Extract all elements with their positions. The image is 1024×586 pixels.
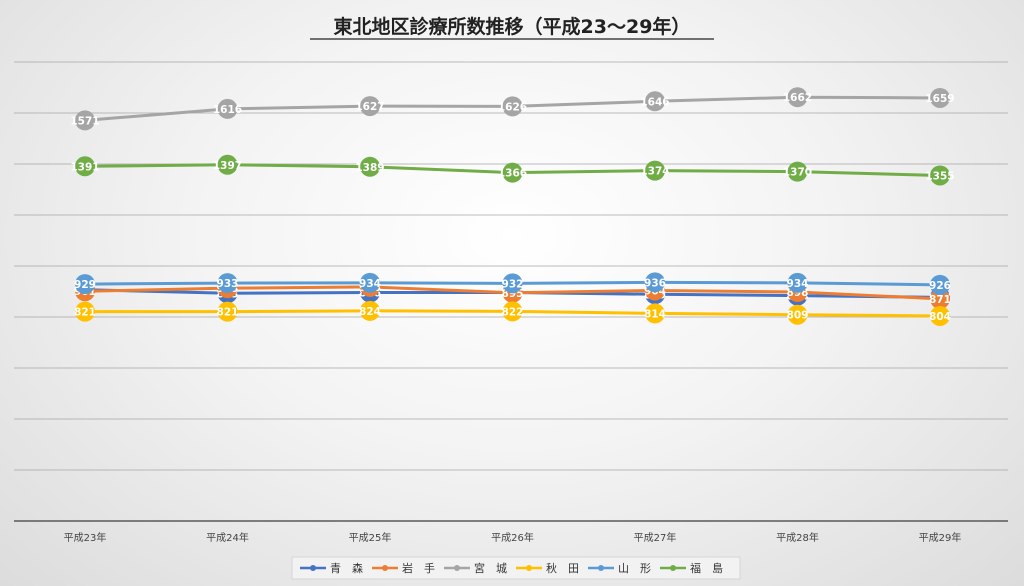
data-label: 809 — [787, 310, 809, 322]
data-label: 1662 — [783, 92, 812, 104]
legend-swatch-marker — [598, 565, 604, 571]
data-point — [930, 288, 950, 309]
legend-item: 福 島 — [660, 561, 723, 575]
data-label: 1366 — [498, 168, 527, 180]
legend-item: 秋 田 — [516, 561, 579, 575]
data-label: 1397 — [213, 160, 242, 172]
x-tick-label: 平成25年 — [349, 531, 392, 544]
data-point — [217, 273, 238, 294]
legend-label: 福 島 — [690, 561, 723, 575]
data-label: 934 — [359, 278, 381, 290]
data-point — [502, 273, 523, 294]
data-label: 934 — [787, 278, 809, 290]
series-group: 1391 1397 1389 1366 1374 1370 1355 — [70, 154, 955, 186]
data-label: 929 — [74, 279, 96, 291]
legend-label: 秋 田 — [546, 561, 579, 575]
series-group: 821 821 824 822 814 809 804 — [74, 300, 951, 326]
data-point — [217, 301, 238, 322]
data-label: 1391 — [70, 161, 99, 173]
data-point — [360, 96, 380, 117]
data-point — [217, 154, 238, 175]
data-point — [360, 156, 380, 177]
data-point — [787, 304, 808, 325]
data-label: 824 — [359, 306, 381, 318]
data-point — [787, 161, 808, 182]
legend-swatch-marker — [454, 565, 460, 571]
data-point — [502, 96, 523, 117]
legend-swatch-marker — [526, 565, 532, 571]
data-label: 932 — [502, 278, 524, 290]
data-label: 936 — [644, 277, 666, 289]
data-point — [645, 160, 665, 181]
data-point — [217, 98, 238, 119]
data-label: 1659 — [925, 93, 954, 105]
legend: 青 森岩 手宮 城秋 田山 形福 島 — [291, 556, 741, 580]
chart-title: 東北地区診療所数推移（平成23～29年） — [334, 15, 691, 38]
data-point — [502, 162, 523, 183]
legend-label: 青 森 — [330, 561, 363, 575]
x-tick-label: 平成27年 — [634, 531, 677, 544]
data-point — [75, 301, 95, 322]
x-tick-label: 平成29年 — [919, 531, 962, 544]
series-group: 1571 1616 1627 1626 1646 1662 1659 — [70, 87, 955, 131]
data-point — [360, 272, 380, 293]
data-label: 1616 — [213, 104, 242, 116]
data-point — [930, 274, 950, 295]
data-point — [75, 274, 95, 295]
data-label: 1571 — [70, 115, 99, 127]
data-point — [502, 301, 523, 322]
legend-swatch-marker — [670, 565, 676, 571]
data-label: 1370 — [783, 167, 812, 179]
series-lines: 9078938968968898848779019139188959048988… — [70, 87, 955, 326]
legend-label: 岩 手 — [402, 561, 435, 575]
x-axis: 平成23年 平成24年 平成25年 平成26年 平成27年 平成28年 平成29年 — [64, 531, 962, 544]
data-point — [75, 156, 95, 177]
data-label: 871 — [929, 294, 951, 306]
legend-item: 岩 手 — [372, 561, 435, 575]
data-label: 814 — [644, 308, 666, 320]
data-point — [645, 272, 665, 293]
legend-item: 山 形 — [588, 562, 651, 575]
data-label: 1626 — [498, 101, 527, 113]
data-point — [645, 91, 665, 112]
series-group: 929 933 934 932 936 934 926 — [74, 272, 951, 295]
data-point — [787, 272, 808, 293]
data-label: 1627 — [355, 101, 384, 113]
data-label: 926 — [929, 280, 951, 292]
data-label: 933 — [217, 278, 239, 290]
x-tick-label: 平成24年 — [206, 531, 249, 544]
data-label: 1646 — [640, 96, 669, 108]
data-point — [930, 87, 950, 108]
data-point — [930, 305, 950, 326]
data-point — [787, 87, 808, 108]
legend-item: 宮 城 — [444, 561, 507, 575]
data-label: 804 — [929, 311, 951, 323]
legend-swatch-marker — [382, 565, 388, 571]
data-label: 1355 — [925, 170, 954, 182]
data-label: 821 — [217, 307, 239, 319]
data-point — [75, 110, 95, 131]
data-label: 821 — [74, 307, 96, 319]
data-point — [645, 303, 665, 324]
legend-swatch-marker — [310, 565, 316, 571]
data-label: 822 — [502, 306, 524, 318]
data-label: 1389 — [355, 162, 384, 174]
data-point — [930, 165, 950, 186]
legend-item: 青 森 — [300, 561, 363, 575]
data-point — [360, 300, 380, 321]
x-tick-label: 平成23年 — [64, 531, 107, 544]
legend-label: 宮 城 — [474, 561, 507, 575]
data-label: 1374 — [640, 166, 669, 178]
x-tick-label: 平成28年 — [776, 531, 819, 544]
x-tick-label: 平成26年 — [491, 531, 534, 544]
legend-label: 山 形 — [618, 562, 651, 575]
